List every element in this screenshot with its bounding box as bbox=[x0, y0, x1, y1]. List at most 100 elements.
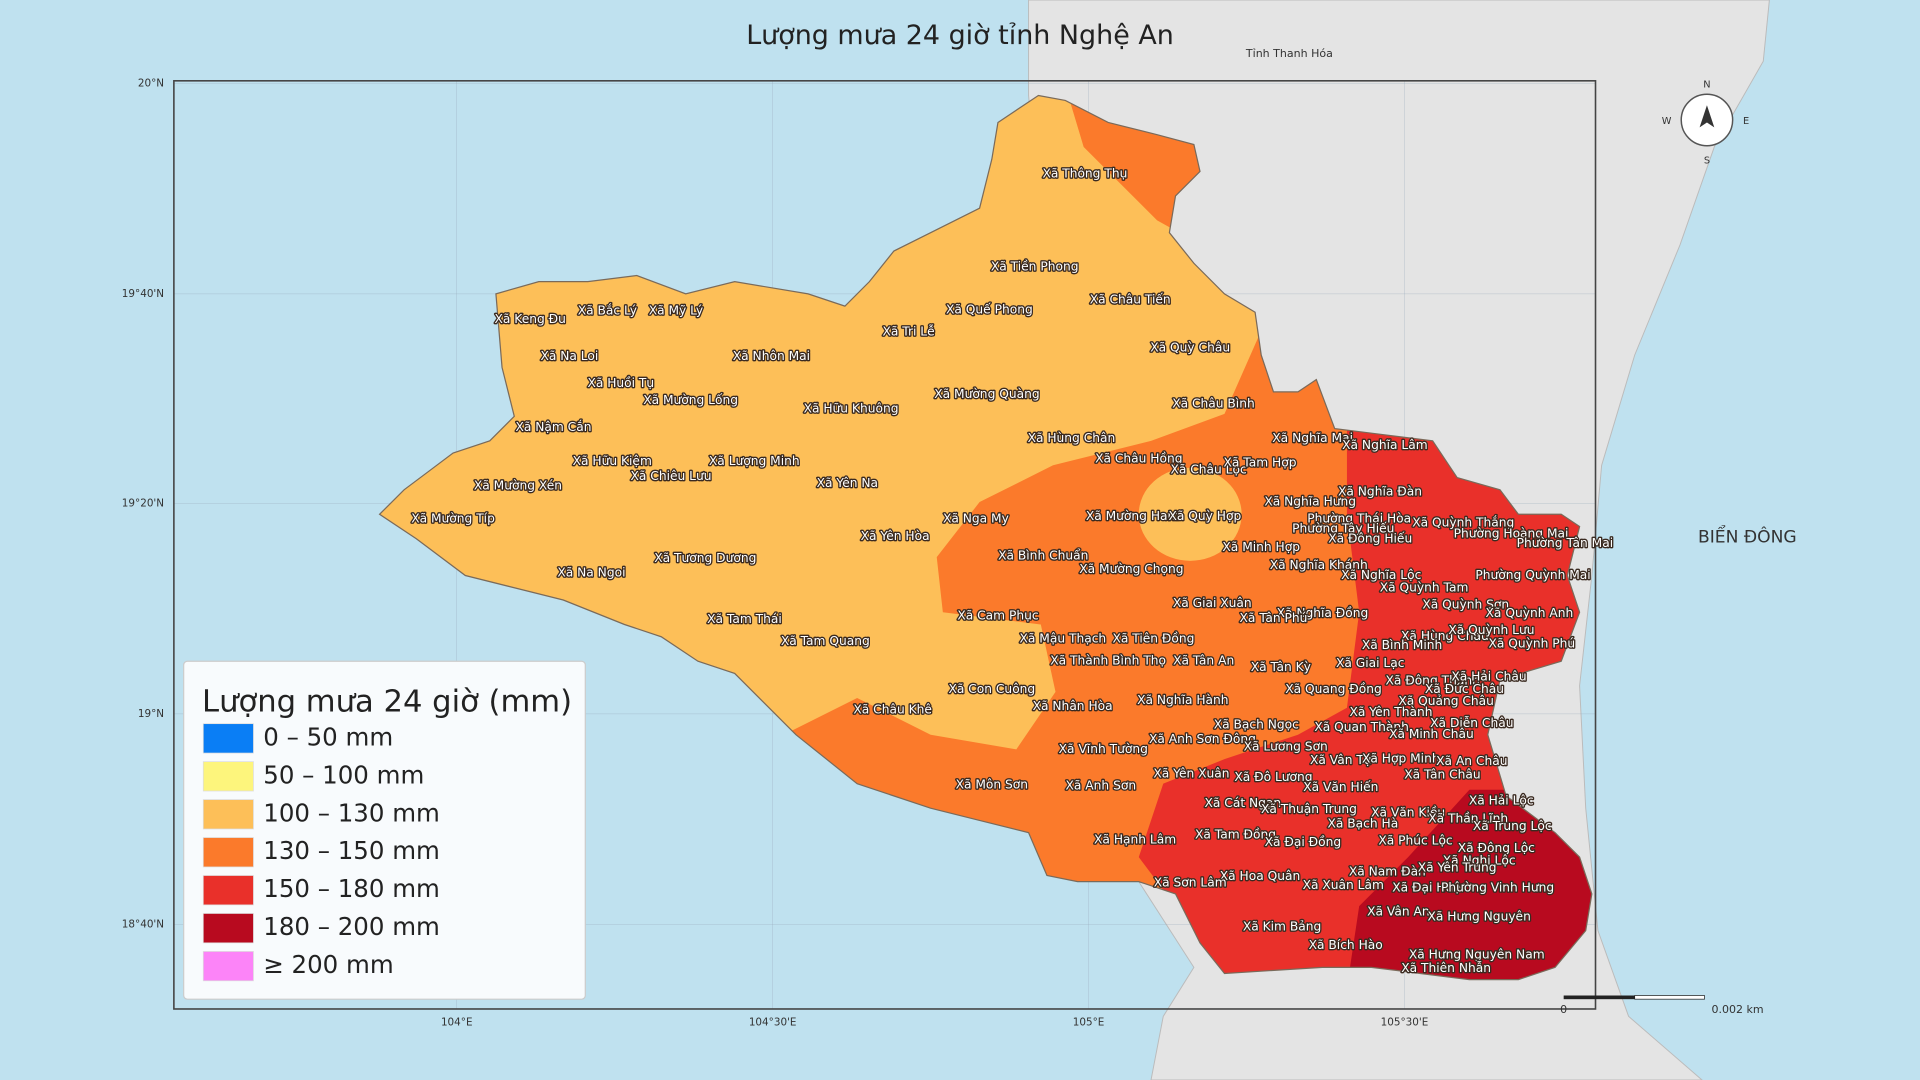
commune-label: Xã Thần Lĩnh bbox=[1428, 812, 1508, 826]
commune-label: Xã Lượng Minh bbox=[709, 454, 800, 468]
commune-label: Xã Quỳnh Lưu bbox=[1448, 623, 1534, 637]
commune-label: Xã Mường Lống bbox=[643, 393, 738, 407]
commune-label: Xã Nghi Lộc bbox=[1443, 853, 1516, 867]
lat-label: 18°40'N bbox=[122, 918, 164, 930]
commune-label: Xã Đông Thành bbox=[1385, 673, 1479, 687]
commune-label: Phường Thái Hòa bbox=[1307, 512, 1411, 526]
commune-label: Xã Bình Minh bbox=[1362, 638, 1442, 652]
commune-label: Xã Minh Hợp bbox=[1222, 540, 1300, 554]
commune-label: Xã Anh Sơn bbox=[1066, 779, 1137, 793]
commune-label: Xã Đông Lộc bbox=[1458, 841, 1535, 855]
lon-label: 104°E bbox=[441, 1016, 473, 1028]
commune-label: Xã Thuận Trung bbox=[1261, 802, 1357, 816]
commune-label: Xã Yên Trung bbox=[1418, 861, 1497, 875]
commune-label: Xã Quan Thành bbox=[1314, 720, 1409, 734]
commune-label: Xã Quỳnh Sơn bbox=[1422, 597, 1509, 611]
scale-start: 0 bbox=[1560, 1003, 1567, 1016]
commune-label: Xã Mường Quàng bbox=[934, 387, 1039, 401]
lat-label: 19°N bbox=[138, 708, 164, 720]
legend-swatch bbox=[202, 875, 254, 906]
commune-label: Xã Thành Bình Thọ bbox=[1050, 654, 1166, 668]
commune-label: Xã Diễn Châu bbox=[1430, 716, 1513, 730]
commune-label: Xã Tam Quang bbox=[781, 634, 870, 648]
commune-label: Xã Hữu Kiệm bbox=[573, 454, 652, 468]
commune-label: Xã Keng Đu bbox=[495, 312, 566, 326]
commune-label: Xã Quế Phong bbox=[946, 302, 1033, 316]
legend-label: 50 – 100 mm bbox=[263, 760, 424, 789]
legend-label: ≥ 200 mm bbox=[263, 950, 393, 979]
commune-label: Xã Mường Ham bbox=[1086, 509, 1180, 523]
commune-label: Xã Tân An bbox=[1173, 654, 1234, 668]
legend-label: 130 – 150 mm bbox=[263, 836, 440, 865]
commune-label: Xã Vân An bbox=[1367, 905, 1429, 919]
legend-swatch bbox=[202, 837, 254, 868]
commune-label: Xã Đông Hiếu bbox=[1328, 531, 1412, 545]
commune-label: Xã Giai Xuân bbox=[1173, 596, 1252, 610]
commune-label: Xã Nhân Hòa bbox=[1033, 699, 1113, 713]
commune-label: Xã Nghĩa Đàn bbox=[1338, 485, 1422, 499]
lon-label: 105°30'E bbox=[1381, 1016, 1429, 1028]
commune-label: Xã Nghĩa Hành bbox=[1137, 693, 1228, 707]
commune-label: Xã Văn Kiều bbox=[1371, 806, 1445, 820]
commune-label: Xã Hưng Nguyên bbox=[1428, 910, 1531, 924]
commune-label: Xã An Châu bbox=[1436, 754, 1507, 768]
commune-label: Xã Tam Thái bbox=[707, 612, 782, 626]
commune-label: Xã Nhôn Mai bbox=[733, 349, 810, 363]
compass-e: E bbox=[1743, 116, 1749, 127]
lat-label: 19°40'N bbox=[122, 288, 164, 300]
commune-label: Xã Nam Đàn bbox=[1349, 864, 1426, 878]
commune-label: Xã Nghĩa Mai bbox=[1272, 431, 1353, 445]
commune-label: Xã Châu Tiến bbox=[1090, 293, 1171, 307]
commune-label: Xã Quỳ Châu bbox=[1150, 340, 1230, 354]
commune-label: Xã Hùng Chân bbox=[1028, 431, 1116, 445]
compass-needle bbox=[1699, 105, 1715, 128]
commune-label: Xã Thiên Nhẫn bbox=[1401, 961, 1491, 975]
legend-label: 150 – 180 mm bbox=[263, 874, 440, 903]
commune-label: Xã Châu Hồng bbox=[1095, 452, 1182, 466]
zone-100-130 bbox=[1138, 467, 1242, 561]
commune-label: Xã Chiêu Lưu bbox=[631, 469, 712, 483]
lat-label: 19°20'N bbox=[122, 497, 164, 509]
commune-label: Xã Tân Phú bbox=[1240, 611, 1308, 625]
commune-label: Xã Tân Kỳ bbox=[1251, 660, 1311, 674]
compass-n: N bbox=[1703, 79, 1710, 90]
commune-label: Xã Châu Khê bbox=[853, 703, 932, 717]
scale-segment bbox=[1563, 995, 1635, 1000]
legend-label: 0 – 50 mm bbox=[263, 722, 393, 751]
commune-label: Xã Cát Ngạn bbox=[1205, 796, 1282, 810]
commune-label: Phường Vinh Hưng bbox=[1441, 880, 1554, 894]
lat-label: 20°N bbox=[138, 77, 164, 89]
commune-label: Xã Nghĩa Lộc bbox=[1341, 568, 1421, 582]
legend-swatch bbox=[202, 799, 254, 830]
commune-label: Xã Sơn Lâm bbox=[1154, 875, 1227, 889]
commune-label: Xã Quỳnh Thắng bbox=[1412, 515, 1514, 529]
commune-label: Xã Tri Lễ bbox=[883, 324, 935, 338]
commune-label: Xã Mỹ Lý bbox=[649, 304, 703, 318]
commune-label: Phường Tân Mai bbox=[1517, 536, 1613, 550]
commune-label: Xã Tam Hợp bbox=[1224, 455, 1297, 469]
commune-label: Xã Kim Bảng bbox=[1243, 919, 1321, 933]
commune-label: Xã Minh Châu bbox=[1389, 727, 1474, 741]
commune-label: Xã Cam Phục bbox=[957, 608, 1038, 622]
scale-bar: 0 0.002 km bbox=[1560, 995, 1764, 1016]
commune-label: Xã Tiền Phong bbox=[991, 259, 1079, 273]
compass-s: S bbox=[1704, 155, 1710, 166]
commune-label: Xã Phúc Lộc bbox=[1378, 834, 1452, 848]
commune-labels: Xã Thông Thụ Xã Tiền Phong Xã Châu Tiến Xã … bbox=[410, 165, 1615, 976]
commune-label: Xã Hưng Nguyên Nam bbox=[1409, 948, 1545, 962]
commune-label: Xã Quỳnh Anh bbox=[1486, 606, 1574, 620]
commune-label: Phường Hoàng Mai bbox=[1454, 526, 1569, 540]
commune-label: Xã Giai Lạc bbox=[1336, 656, 1404, 670]
commune-label: Xã Hải Châu bbox=[1451, 670, 1526, 684]
commune-label: Xã Xuân Lâm bbox=[1303, 878, 1384, 892]
commune-label: Xã Hạnh Lâm bbox=[1094, 833, 1176, 847]
legend: Lượng mưa 24 giờ (mm) 0 – 50 mm 50 – 100 … bbox=[183, 660, 586, 1000]
zone-180-200 bbox=[1344, 789, 1592, 980]
commune-label: Xã Nậm Cắn bbox=[515, 420, 591, 434]
commune-label: Xã Quỳ Hợp bbox=[1169, 509, 1242, 523]
commune-label: Xã Hoa Quân bbox=[1220, 869, 1300, 883]
commune-label: Xã Tiên Đồng bbox=[1113, 632, 1195, 646]
neighbor-label: Tỉnh Thanh Hóa bbox=[1245, 47, 1333, 60]
commune-label: Xã Na Ngoi bbox=[557, 566, 625, 580]
commune-label: Xã Lương Sơn bbox=[1244, 739, 1328, 753]
